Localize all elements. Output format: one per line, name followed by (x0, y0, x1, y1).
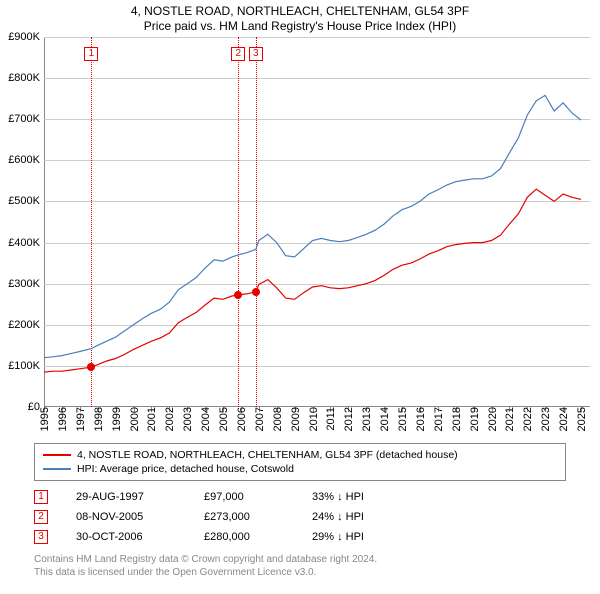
x-tick-label: 1995 (39, 407, 51, 431)
x-tick-label: 2018 (451, 407, 463, 431)
sale-delta: 29% ↓ HPI (312, 531, 392, 543)
x-tick-label: 2005 (218, 407, 230, 431)
sale-number-box: 1 (34, 490, 48, 504)
x-tick-label: 2006 (236, 407, 248, 431)
sale-delta: 33% ↓ HPI (312, 491, 392, 503)
sale-date: 30-OCT-2006 (76, 531, 176, 543)
sale-number-box: 2 (34, 510, 48, 524)
x-tick-label: 1996 (57, 407, 69, 431)
sale-price: £273,000 (204, 511, 284, 523)
x-tick-label: 1999 (111, 407, 123, 431)
x-tick-label: 2007 (254, 407, 266, 431)
x-tick-label: 2001 (146, 407, 158, 431)
x-tick-label: 2025 (576, 407, 588, 431)
y-tick-label: £200K (8, 319, 40, 331)
x-tick-label: 2016 (415, 407, 427, 431)
x-tick-label: 2004 (200, 407, 212, 431)
x-tick-label: 2019 (469, 407, 481, 431)
sale-row: 2 08-NOV-2005 £273,000 24% ↓ HPI (34, 507, 566, 527)
y-tick-label: £400K (8, 237, 40, 249)
y-tick-label: £800K (8, 72, 40, 84)
x-tick-label: 2012 (343, 407, 355, 431)
legend-swatch (43, 454, 71, 456)
x-tick-label: 2000 (129, 407, 141, 431)
sales-table: 1 29-AUG-1997 £97,000 33% ↓ HPI 2 08-NOV-2005… (34, 487, 566, 547)
x-tick-label: 2017 (433, 407, 445, 431)
x-tick-label: 2020 (487, 407, 499, 431)
chart-subtitle: Price paid vs. HM Land Registry's House … (0, 19, 600, 33)
footer-line-2: This data is licensed under the Open Gov… (34, 566, 566, 579)
chart-title: 4, NOSTLE ROAD, NORTHLEACH, CHELTENHAM, … (0, 4, 600, 18)
footer-attribution: Contains HM Land Registry data © Crown c… (34, 553, 566, 579)
y-tick-label: £100K (8, 360, 40, 372)
footer-line-1: Contains HM Land Registry data © Crown c… (34, 553, 566, 566)
y-tick-label: £300K (8, 278, 40, 290)
sale-date: 08-NOV-2005 (76, 511, 176, 523)
sale-row: 1 29-AUG-1997 £97,000 33% ↓ HPI (34, 487, 566, 507)
y-tick-label: £900K (8, 31, 40, 43)
x-tick-label: 2003 (182, 407, 194, 431)
x-tick-label: 2024 (558, 407, 570, 431)
x-tick-label: 2013 (361, 407, 373, 431)
y-tick-label: £600K (8, 154, 40, 166)
x-tick-label: 2021 (504, 407, 516, 431)
x-tick-label: 2010 (308, 407, 320, 431)
legend-item: 4, NOSTLE ROAD, NORTHLEACH, CHELTENHAM, … (43, 448, 557, 462)
x-tick-label: 2008 (272, 407, 284, 431)
chart-area: £0£100K£200K£300K£400K£500K£600K£700K£80… (44, 37, 590, 407)
x-tick-label: 2022 (522, 407, 534, 431)
x-tick-label: 2011 (325, 407, 337, 431)
x-tick-label: 2015 (397, 407, 409, 431)
sale-delta: 24% ↓ HPI (312, 511, 392, 523)
x-tick-label: 2023 (540, 407, 552, 431)
x-tick-label: 2009 (290, 407, 302, 431)
legend-label: 4, NOSTLE ROAD, NORTHLEACH, CHELTENHAM, … (77, 449, 458, 461)
sale-row: 3 30-OCT-2006 £280,000 29% ↓ HPI (34, 527, 566, 547)
legend-box: 4, NOSTLE ROAD, NORTHLEACH, CHELTENHAM, … (34, 443, 566, 481)
legend-item: HPI: Average price, detached house, Cots… (43, 462, 557, 476)
sale-number-box: 3 (34, 530, 48, 544)
series-line-red (44, 189, 581, 372)
sale-price: £97,000 (204, 491, 284, 503)
sale-date: 29-AUG-1997 (76, 491, 176, 503)
y-tick-label: £500K (8, 195, 40, 207)
legend-swatch (43, 468, 71, 470)
x-tick-label: 1998 (93, 407, 105, 431)
x-tick-label: 2014 (379, 407, 391, 431)
sale-price: £280,000 (204, 531, 284, 543)
series-line-blue (44, 95, 581, 357)
legend-label: HPI: Average price, detached house, Cots… (77, 463, 294, 475)
y-tick-label: £700K (8, 113, 40, 125)
x-tick-label: 2002 (164, 407, 176, 431)
x-tick-label: 1997 (75, 407, 87, 431)
